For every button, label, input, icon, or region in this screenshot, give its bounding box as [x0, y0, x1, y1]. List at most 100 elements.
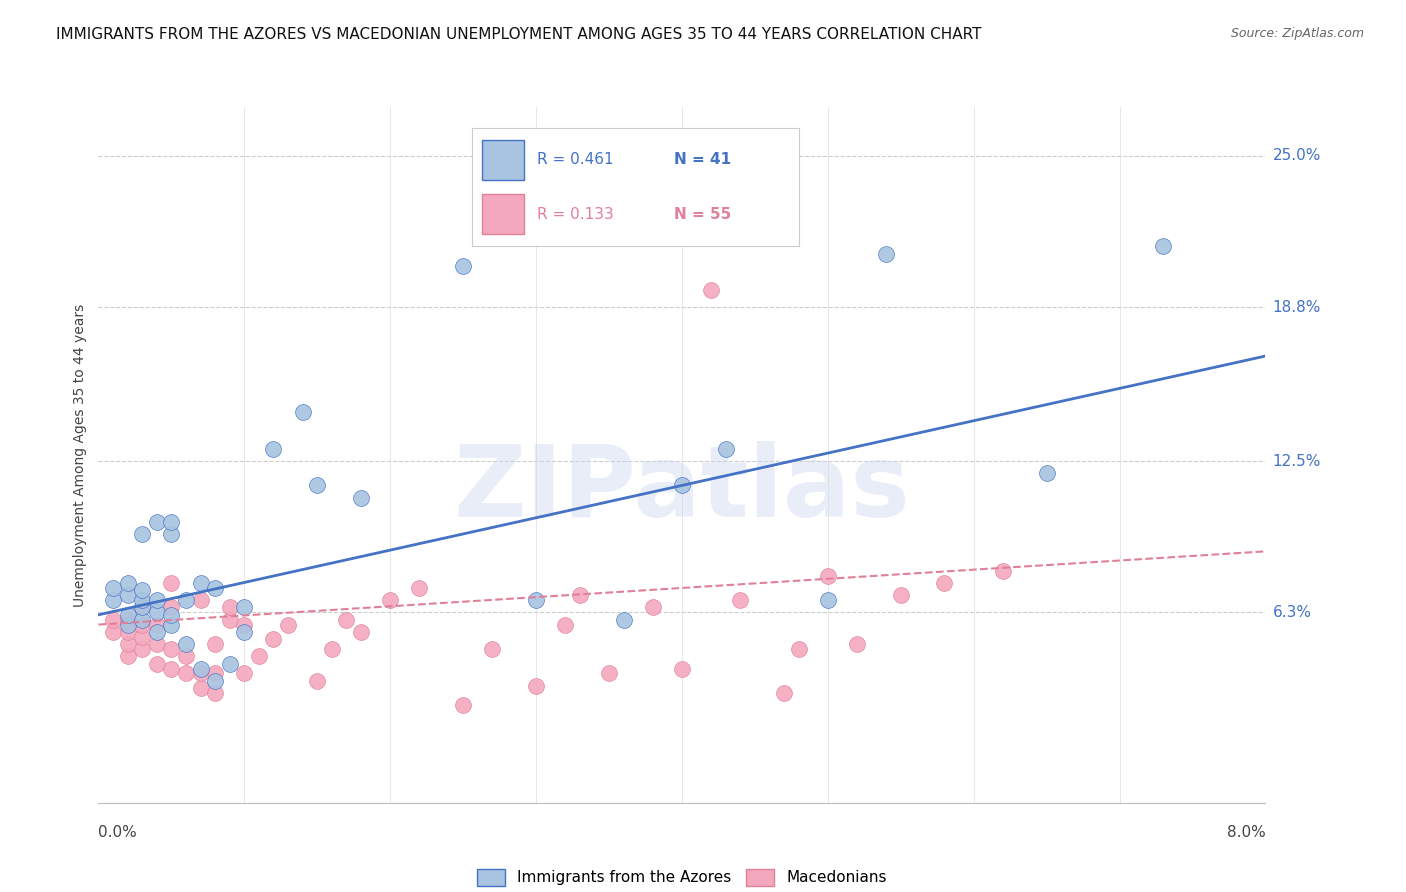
Point — [131, 600, 153, 615]
Text: Source: ZipAtlas.com: Source: ZipAtlas.com — [1230, 27, 1364, 40]
Point — [554, 617, 576, 632]
Point — [350, 624, 373, 639]
Point — [101, 613, 124, 627]
Point — [671, 478, 693, 492]
Point — [378, 593, 402, 607]
Point — [612, 613, 634, 627]
Point — [817, 593, 839, 607]
Point — [117, 649, 139, 664]
Point — [890, 588, 912, 602]
Point — [204, 666, 226, 681]
Point — [204, 581, 226, 595]
Point — [117, 576, 139, 591]
Point — [524, 593, 547, 607]
Point — [451, 259, 474, 273]
Point — [247, 649, 270, 664]
Point — [146, 606, 169, 620]
Point — [262, 632, 284, 647]
Point — [277, 617, 299, 632]
Point — [190, 576, 212, 591]
Point — [160, 642, 183, 657]
Point — [160, 576, 183, 591]
Point — [174, 593, 197, 607]
Point — [233, 624, 256, 639]
Text: ZIPatlas: ZIPatlas — [454, 442, 910, 538]
Point — [350, 491, 373, 505]
Point — [233, 617, 256, 632]
Point — [160, 600, 183, 615]
Text: 6.3%: 6.3% — [1272, 605, 1312, 620]
Point — [1152, 239, 1174, 253]
Point — [817, 568, 839, 582]
Point — [875, 246, 897, 260]
Point — [845, 637, 868, 651]
Point — [598, 666, 620, 681]
Y-axis label: Unemployment Among Ages 35 to 44 years: Unemployment Among Ages 35 to 44 years — [73, 303, 87, 607]
Text: 12.5%: 12.5% — [1272, 453, 1320, 468]
Point — [146, 624, 169, 639]
Point — [700, 283, 723, 297]
Point — [131, 617, 153, 632]
Point — [146, 593, 169, 607]
Point — [131, 583, 153, 598]
Point — [335, 613, 357, 627]
Point — [307, 478, 329, 492]
Point — [160, 515, 183, 529]
Point — [233, 600, 256, 615]
Point — [131, 600, 153, 615]
Text: 0.0%: 0.0% — [98, 825, 138, 840]
Point — [204, 686, 226, 700]
Point — [160, 607, 183, 622]
Point — [481, 642, 503, 657]
Point — [991, 564, 1014, 578]
Point — [160, 527, 183, 541]
Point — [218, 657, 240, 671]
Legend: Immigrants from the Azores, Macedonians: Immigrants from the Azores, Macedonians — [477, 869, 887, 886]
Point — [146, 657, 169, 671]
Point — [218, 613, 240, 627]
Point — [291, 405, 314, 419]
Point — [190, 661, 212, 675]
Point — [117, 624, 139, 639]
Point — [117, 613, 139, 627]
Point — [190, 593, 212, 607]
Text: 25.0%: 25.0% — [1272, 148, 1320, 163]
Point — [671, 661, 693, 675]
Point — [101, 593, 124, 607]
Text: 18.8%: 18.8% — [1272, 300, 1320, 315]
Point — [728, 593, 751, 607]
Point — [787, 642, 810, 657]
Point — [204, 673, 226, 688]
Point — [160, 661, 183, 675]
Point — [568, 588, 591, 602]
Point — [174, 666, 197, 681]
Point — [190, 681, 212, 695]
Point — [773, 686, 796, 700]
Text: IMMIGRANTS FROM THE AZORES VS MACEDONIAN UNEMPLOYMENT AMONG AGES 35 TO 44 YEARS : IMMIGRANTS FROM THE AZORES VS MACEDONIAN… — [56, 27, 981, 42]
Point — [218, 600, 240, 615]
Point — [146, 515, 169, 529]
Point — [117, 637, 139, 651]
Text: 8.0%: 8.0% — [1226, 825, 1265, 840]
Point — [1035, 467, 1057, 481]
Point — [131, 613, 153, 627]
Point — [160, 617, 183, 632]
Point — [174, 637, 197, 651]
Point — [307, 673, 329, 688]
Point — [174, 649, 197, 664]
Point — [131, 642, 153, 657]
Point — [641, 600, 664, 615]
Point — [190, 666, 212, 681]
Point — [131, 593, 153, 607]
Point — [117, 607, 139, 622]
Point — [321, 642, 343, 657]
Point — [146, 617, 169, 632]
Point — [117, 588, 139, 602]
Point — [117, 617, 139, 632]
Point — [131, 527, 153, 541]
Point — [101, 624, 124, 639]
Point — [146, 637, 169, 651]
Point — [451, 698, 474, 713]
Point — [204, 637, 226, 651]
Point — [233, 666, 256, 681]
